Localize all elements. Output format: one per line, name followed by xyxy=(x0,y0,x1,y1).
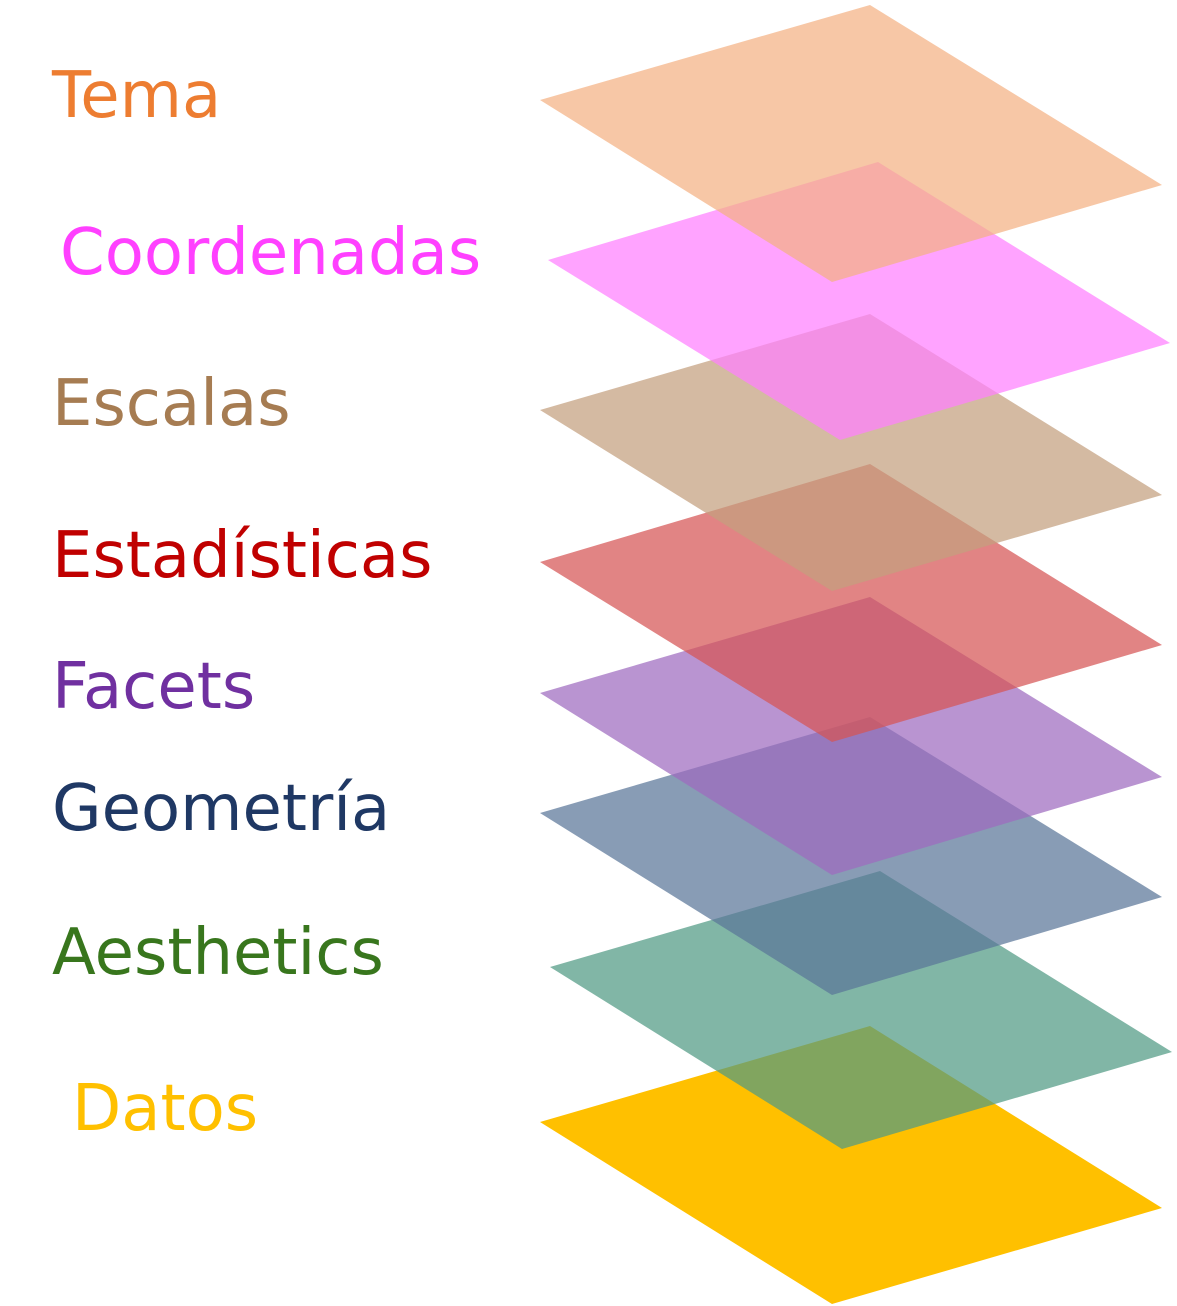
layer-plane-datos xyxy=(540,1026,1162,1304)
layer-plane-estadisticas xyxy=(540,464,1162,742)
layer-label-coordenadas: Coordenadas xyxy=(60,216,481,290)
layer-label-datos: Datos xyxy=(72,1072,258,1146)
layer-label-tema: Tema xyxy=(51,59,221,133)
layer-plane-aesthetics xyxy=(550,871,1172,1149)
layer-plane-escalas xyxy=(540,314,1162,591)
layer-label-estadisticas: Estadísticas xyxy=(52,519,432,593)
layer-label-aesthetics: Aesthetics xyxy=(52,916,384,990)
layer-plane-tema xyxy=(540,5,1162,282)
layer-label-geometria: Geometría xyxy=(52,772,390,846)
layer-label-facets: Facets xyxy=(52,650,255,724)
layer-plane-coordenadas xyxy=(548,162,1170,440)
layer-label-escalas: Escalas xyxy=(52,367,291,441)
